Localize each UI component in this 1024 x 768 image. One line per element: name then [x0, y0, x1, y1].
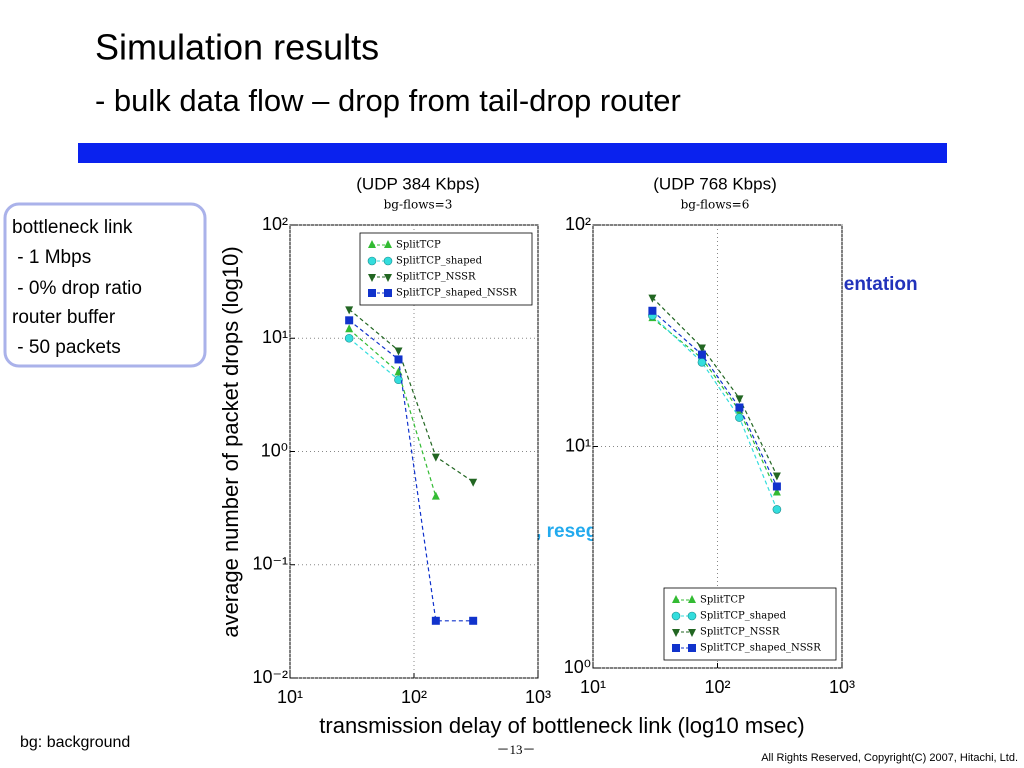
legend-marker — [688, 644, 696, 652]
info-line: router buffer — [12, 307, 116, 328]
chart-title: (UDP 384 Kbps) — [356, 174, 479, 193]
legend-label: SplitTCP — [700, 595, 745, 606]
legend-marker — [672, 644, 680, 652]
legend-marker — [672, 629, 680, 637]
legend-marker — [687, 611, 697, 621]
legend-marker — [383, 256, 393, 266]
series-line — [652, 317, 778, 493]
marker — [735, 395, 744, 404]
y-axis-label: average number of packet drops (log10) — [218, 246, 243, 637]
series-line — [348, 308, 474, 483]
legend-marker — [688, 595, 696, 603]
marker — [431, 453, 440, 462]
legend-label: SplitTCP_shaped — [396, 256, 483, 267]
legend-label: SplitTCP_shaped_NSSR — [396, 288, 517, 299]
legend-marker — [368, 274, 376, 282]
slide-subtitle: - bulk data flow – drop from tail-drop r… — [95, 83, 681, 118]
marker — [697, 344, 706, 353]
x-tick-label: 10¹ — [580, 677, 606, 697]
marker — [394, 347, 403, 356]
x-tick-label: 10² — [704, 677, 730, 697]
series-line — [348, 337, 399, 381]
info-line: - 1 Mbps — [12, 247, 91, 268]
chart-subtitle: bg-flows=6 — [681, 198, 750, 212]
marker — [735, 403, 744, 412]
marker — [345, 306, 354, 315]
y-tick-label: 10⁻¹ — [252, 554, 288, 574]
info-box — [3, 202, 207, 368]
legend-label: SplitTCP_NSSR — [396, 272, 476, 283]
y-tick-label: 10⁰ — [261, 440, 288, 460]
series-line — [348, 319, 474, 622]
y-tick-label: 10⁻² — [252, 667, 288, 687]
page-number: －13－ — [496, 742, 535, 757]
legend-marker — [672, 595, 680, 603]
slide-title: Simulation results — [95, 27, 379, 68]
marker — [394, 375, 403, 385]
y-tick-label: 10⁰ — [564, 657, 591, 677]
legend-label: SplitTCP_shaped_NSSR — [700, 643, 821, 654]
legend-marker — [367, 256, 377, 266]
info-line: - 50 packets — [12, 337, 121, 358]
x-tick-label: 10³ — [829, 677, 855, 697]
legend-label: SplitTCP_NSSR — [700, 627, 780, 638]
series-line — [651, 297, 778, 476]
marker — [431, 616, 440, 625]
y-tick-label: 10¹ — [565, 435, 591, 455]
series-line — [652, 310, 778, 487]
marker — [394, 355, 403, 364]
marker — [345, 324, 354, 333]
marker — [469, 478, 478, 487]
legend-label: SplitTCP_shaped — [700, 611, 787, 622]
copyright: All Rights Reserved, Copyright(C) 2007, … — [761, 752, 1018, 764]
chart-subtitle: bg-flows=3 — [384, 198, 453, 212]
legend-marker — [384, 289, 392, 297]
y-tick-label: 10² — [262, 214, 288, 234]
marker — [772, 505, 782, 514]
marker — [648, 306, 657, 315]
legend-marker — [368, 289, 376, 297]
legend-marker — [384, 240, 392, 248]
marker — [735, 413, 744, 422]
marker — [772, 482, 781, 491]
title-bar — [78, 143, 947, 163]
marker — [772, 487, 781, 496]
marker — [697, 350, 706, 359]
legend-label: SplitTCP — [396, 240, 441, 251]
chart-title: (UDP 768 Kbps) — [653, 174, 776, 193]
marker — [344, 333, 354, 343]
marker — [469, 616, 478, 625]
legend-marker — [384, 274, 392, 282]
legend-marker — [368, 240, 376, 248]
marker — [345, 316, 354, 325]
marker — [648, 294, 657, 303]
x-tick-label: 10¹ — [277, 687, 303, 707]
y-tick-label: 10¹ — [262, 327, 288, 347]
legend-marker — [671, 611, 681, 621]
info-line: bottleneck link — [12, 217, 133, 238]
footnote: bg: background — [20, 734, 130, 751]
marker — [431, 491, 440, 500]
x-axis-label: transmission delay of bottleneck link (l… — [319, 713, 804, 738]
y-tick-label: 10² — [565, 214, 591, 234]
legend-marker — [688, 629, 696, 637]
series-line — [651, 315, 778, 510]
x-tick-label: 10² — [401, 687, 427, 707]
info-line: - 0% drop ratio — [12, 278, 142, 299]
x-tick-label: 10³ — [525, 687, 551, 707]
marker — [772, 472, 781, 481]
